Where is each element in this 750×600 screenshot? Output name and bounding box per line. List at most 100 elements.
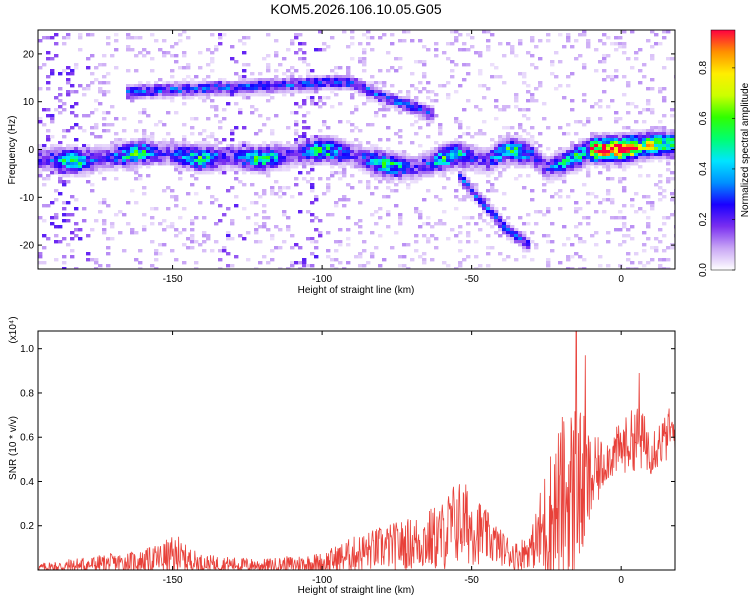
heatmap-cell — [566, 39, 571, 43]
heatmap-cell — [138, 174, 143, 178]
heatmap-cell — [62, 102, 67, 106]
heatmap-cell — [398, 66, 403, 70]
heatmap-cell — [310, 219, 315, 223]
heatmap-cell — [314, 255, 319, 259]
heatmap-cell — [662, 156, 667, 160]
heatmap-cell — [662, 147, 667, 151]
heatmap-cell — [362, 240, 367, 244]
heatmap-cell — [254, 81, 259, 85]
heatmap-cell — [406, 183, 411, 187]
heatmap-cell — [166, 225, 171, 229]
heatmap-cell — [58, 144, 63, 148]
heatmap-cell — [530, 240, 535, 244]
heatmap-cell — [42, 234, 47, 238]
heatmap-cell — [434, 153, 439, 157]
heatmap-cell — [350, 159, 355, 163]
heatmap-cell — [502, 138, 507, 142]
heatmap-cell — [526, 90, 531, 94]
heatmap-cell — [470, 195, 475, 199]
heatmap-cell — [530, 153, 535, 157]
heatmap-cell — [626, 153, 631, 157]
heatmap-cell — [82, 129, 87, 133]
heatmap-cell — [630, 129, 635, 133]
heatmap-cell — [114, 156, 119, 160]
heatmap-cell — [150, 240, 155, 244]
heatmap-cell — [366, 87, 371, 91]
heatmap-cell — [278, 156, 283, 160]
heatmap-cell — [210, 165, 215, 169]
heatmap-cell — [470, 159, 475, 163]
heatmap-cell — [614, 69, 619, 73]
heatmap-cell — [242, 96, 247, 100]
heatmap-cell — [74, 174, 79, 178]
heatmap-cell — [338, 156, 343, 160]
heatmap-cell — [362, 87, 367, 91]
heatmap-cell — [522, 222, 527, 226]
heatmap-cell — [82, 207, 87, 211]
heatmap-cell — [262, 171, 267, 175]
heatmap-cell — [510, 138, 515, 142]
heatmap-cell — [170, 93, 175, 97]
heatmap-cell — [466, 72, 471, 76]
heatmap-cell — [62, 168, 67, 172]
heatmap-cell — [214, 162, 219, 166]
heatmap-cell — [238, 81, 243, 85]
heatmap-cell — [518, 135, 523, 139]
heatmap-cell — [590, 147, 595, 151]
heatmap-cell — [530, 93, 535, 97]
heatmap-cell — [418, 216, 423, 220]
heatmap-cell — [326, 147, 331, 151]
heatmap-cell — [214, 222, 219, 226]
heatmap-cell — [634, 144, 639, 148]
heatmap-cell — [446, 81, 451, 85]
heatmap-cell — [398, 135, 403, 139]
heatmap-cell — [162, 243, 167, 247]
heatmap-cell — [342, 204, 347, 208]
heatmap-cell — [306, 141, 311, 145]
heatmap-cell — [670, 177, 675, 181]
heatmap-cell — [558, 126, 563, 130]
heatmap-cell — [422, 222, 427, 226]
snr-x-label: Height of straight line (km) — [298, 585, 415, 596]
heatmap-cell — [562, 165, 567, 169]
heatmap-cell — [410, 177, 415, 181]
heatmap-cell — [466, 150, 471, 154]
heatmap-cell — [566, 84, 571, 88]
heatmap-cell — [390, 162, 395, 166]
heatmap-cell — [202, 144, 207, 148]
heatmap-cell — [546, 180, 551, 184]
heatmap-cell — [334, 249, 339, 253]
heatmap-cell — [322, 87, 327, 91]
heatmap-cell — [634, 267, 639, 269]
heatmap-cell — [250, 144, 255, 148]
heatmap-cell — [518, 159, 523, 163]
heatmap-cell — [46, 156, 51, 160]
heatmap-cell — [194, 171, 199, 175]
heatmap-cell — [254, 132, 259, 136]
x-tick-label: -50 — [464, 575, 479, 586]
heatmap-cell — [414, 159, 419, 163]
heatmap-cell — [58, 174, 63, 178]
heatmap-cell — [382, 150, 387, 154]
heatmap-cell — [126, 156, 131, 160]
heatmap-cell — [262, 123, 267, 127]
heatmap-cell — [230, 84, 235, 88]
heatmap-cell — [38, 144, 43, 148]
heatmap-cell — [222, 117, 227, 121]
heatmap-cell — [498, 135, 503, 139]
heatmap-cell — [526, 147, 531, 151]
heatmap-cell — [178, 66, 183, 70]
heatmap-cell — [438, 222, 443, 226]
heatmap-cell — [454, 153, 459, 157]
heatmap-cell — [638, 207, 643, 211]
heatmap-cell — [470, 150, 475, 154]
heatmap-cell — [210, 81, 215, 85]
heatmap-cell — [290, 264, 295, 268]
heatmap-cell — [442, 144, 447, 148]
heatmap-cell — [38, 171, 43, 175]
heatmap-cell — [614, 117, 619, 121]
heatmap-cell — [146, 153, 151, 157]
heatmap-cell — [290, 75, 295, 79]
heatmap-cell — [54, 144, 59, 148]
heatmap-cell — [386, 186, 391, 190]
